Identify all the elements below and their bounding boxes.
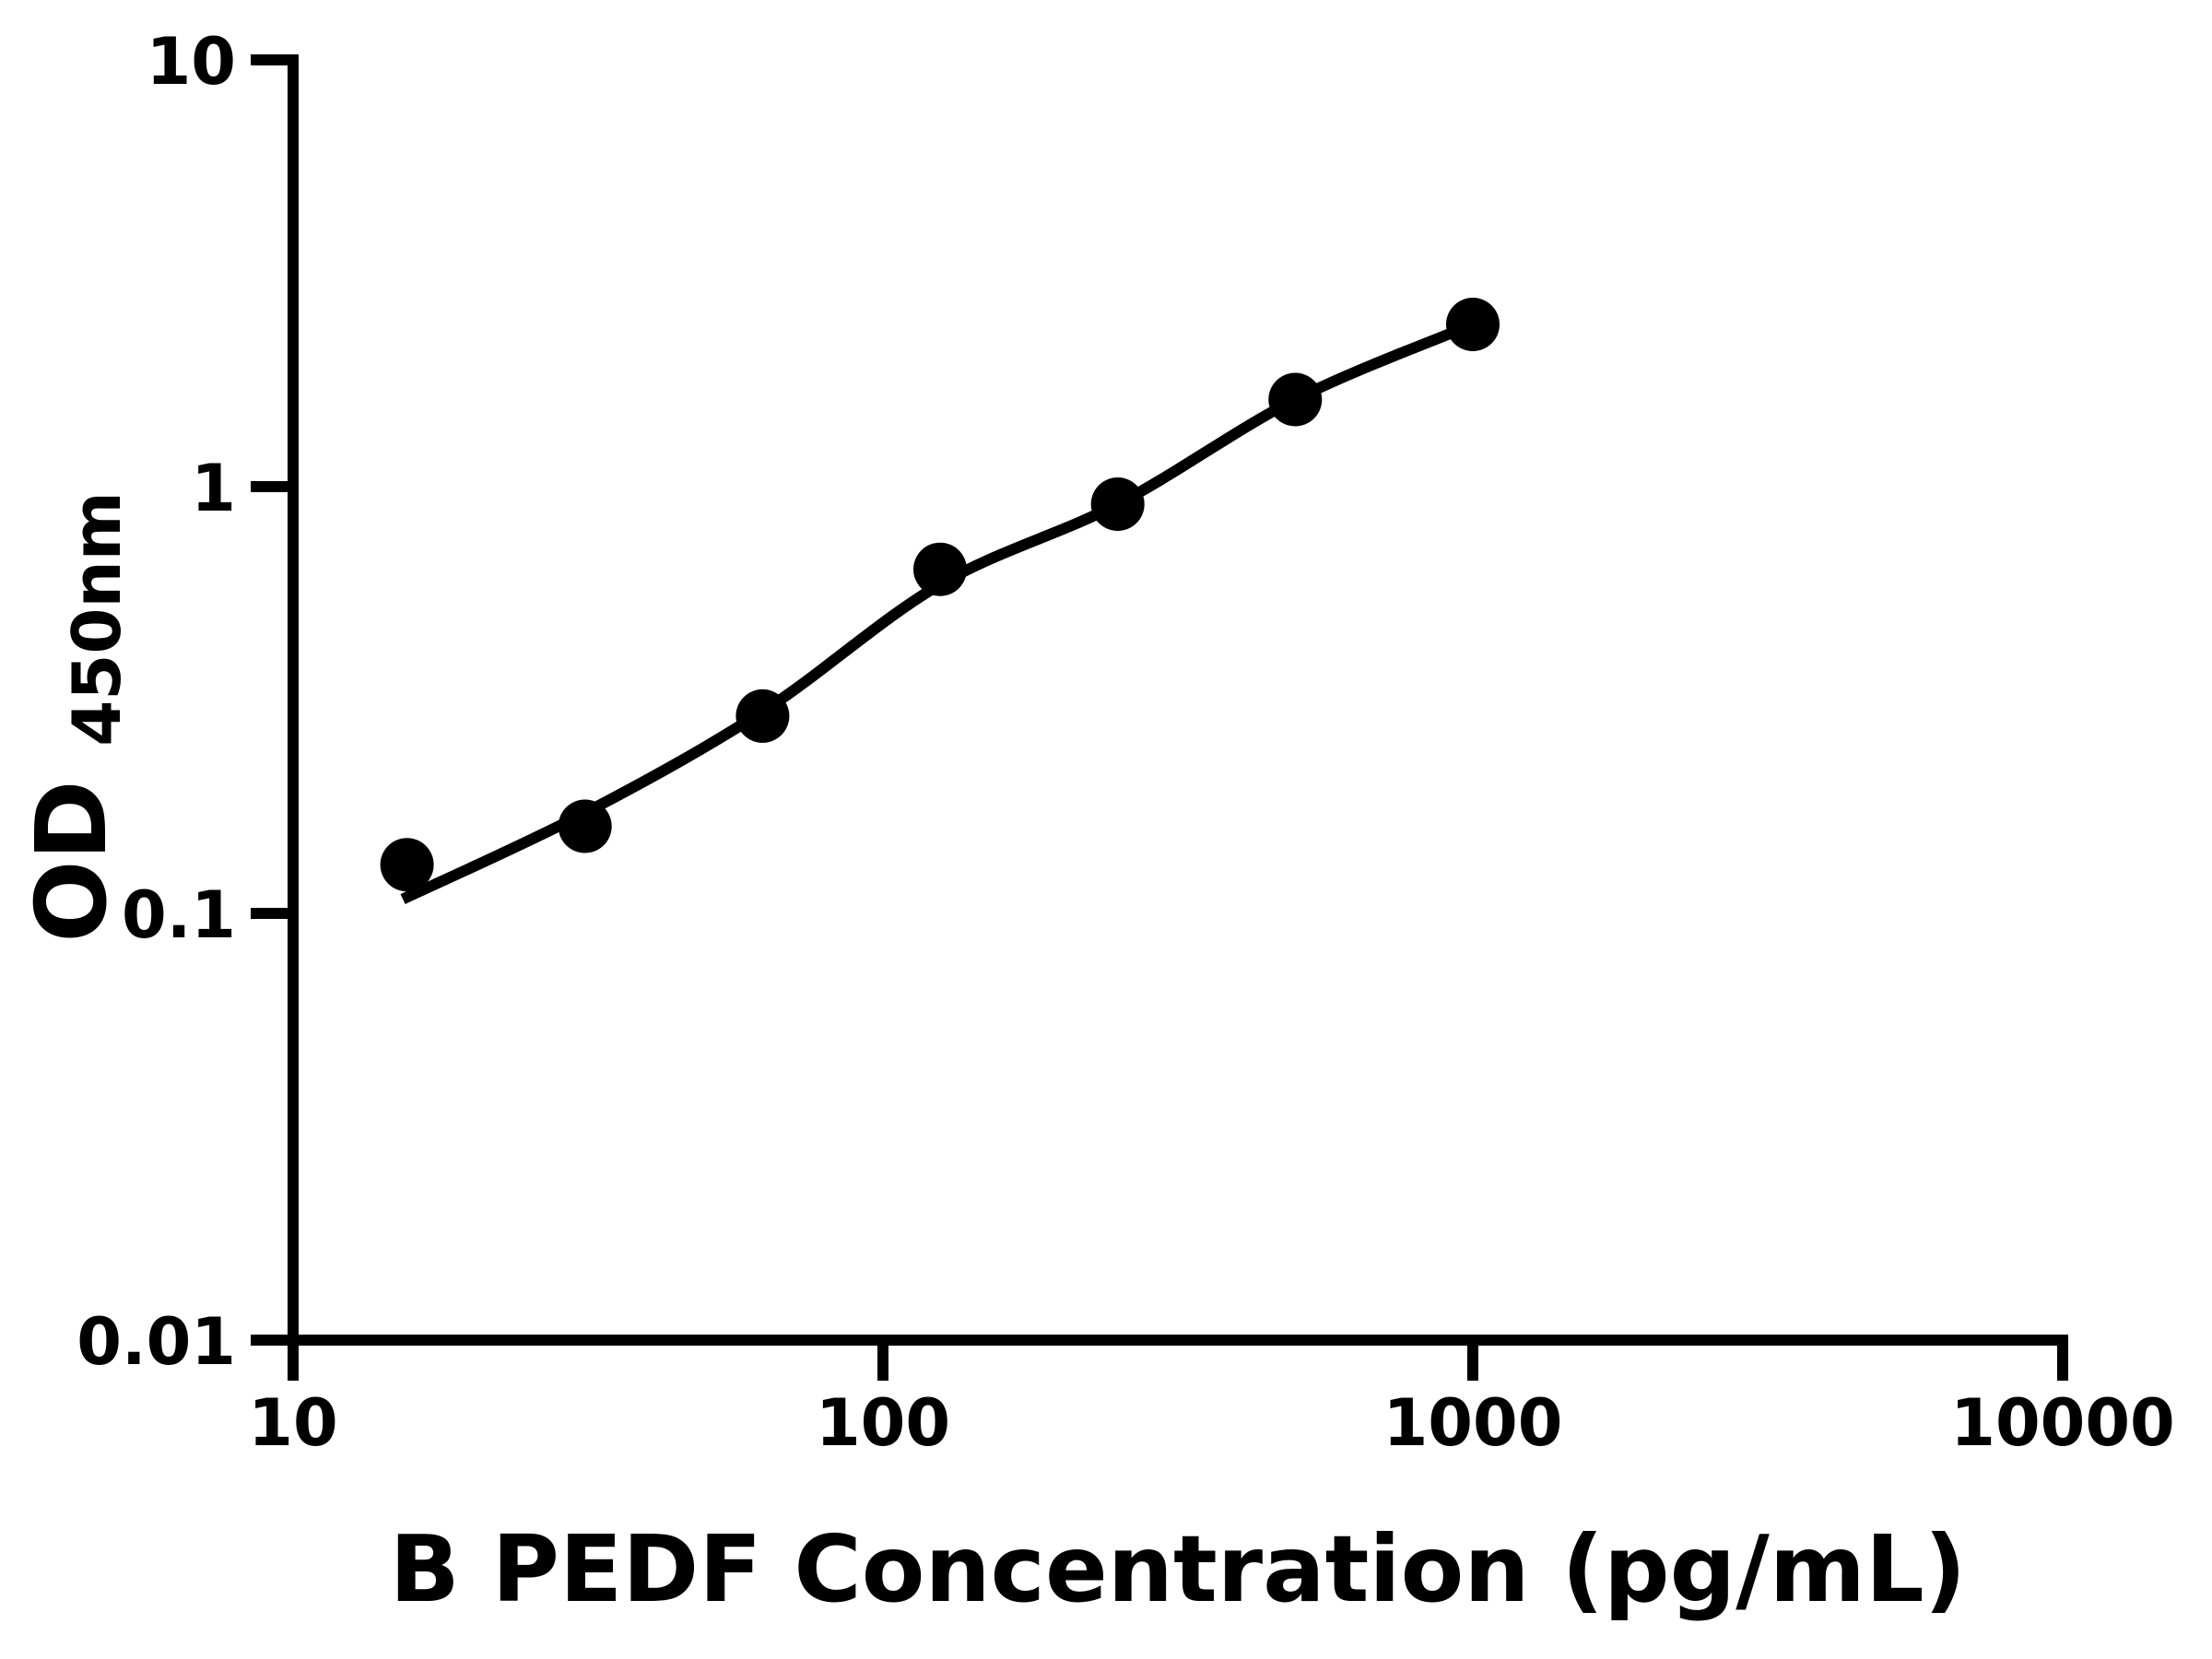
data-point: [1446, 298, 1500, 351]
data-point: [1268, 372, 1323, 427]
y-axis-title: OD 450nm: [16, 491, 135, 943]
x-axis-title: B PEDF Concentration (pg/mL): [390, 1515, 1967, 1623]
y-tick-label: 0.1: [122, 877, 236, 953]
data-point: [558, 799, 612, 853]
data-point: [913, 542, 967, 596]
y-tick-label: 0.01: [76, 1304, 236, 1380]
y-tick-label: 10: [147, 24, 236, 100]
x-tick-label: 10: [248, 1385, 337, 1461]
data-point: [380, 838, 434, 892]
x-tick-label: 1000: [1383, 1385, 1563, 1461]
y-axis-title-main: OD: [16, 780, 128, 942]
y-axis-title-subscript: 450nm: [58, 491, 135, 747]
y-tick-label: 1: [191, 451, 236, 526]
data-point: [735, 688, 790, 743]
x-tick-label: 10000: [1950, 1385, 2175, 1461]
x-tick-label: 100: [816, 1385, 950, 1461]
data-point: [1090, 477, 1145, 531]
